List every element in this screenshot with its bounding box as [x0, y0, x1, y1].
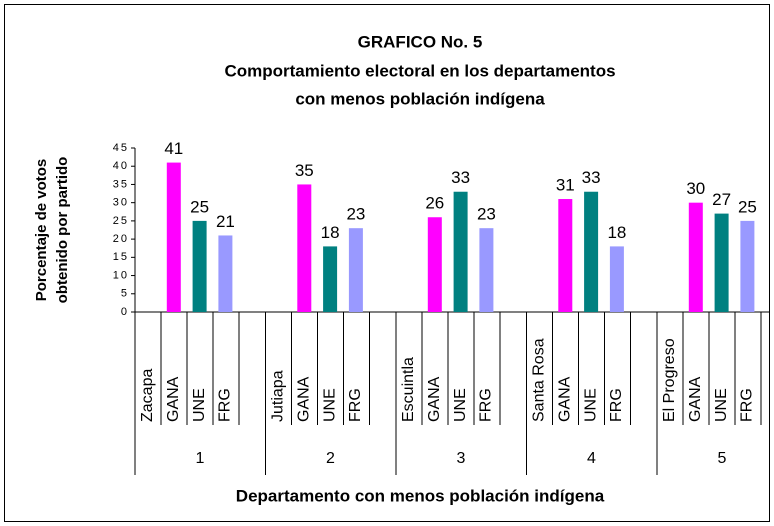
x-tick-label: FRG	[739, 388, 756, 422]
bar	[323, 246, 338, 312]
data-label: 23	[346, 205, 365, 224]
data-label: 33	[451, 168, 470, 187]
bar	[192, 220, 207, 312]
y-tick-label: 40	[113, 160, 129, 172]
group-label: 2	[326, 450, 335, 467]
bar	[714, 213, 729, 312]
chart-subtitle: Comportamiento electoral en los departam…	[224, 61, 615, 80]
bar	[479, 228, 494, 312]
data-label: 18	[321, 223, 340, 242]
y-tick-label: 0	[121, 306, 129, 318]
y-tick-label: 5	[121, 288, 129, 300]
y-axis-title: Porcentaje de votos	[33, 159, 50, 302]
data-label: 31	[556, 176, 575, 195]
bar	[348, 228, 363, 312]
group-label: 4	[587, 450, 596, 467]
x-tick-label: UNE	[321, 388, 338, 422]
x-tick-label: GANA	[296, 376, 313, 422]
y-tick-label: 30	[113, 197, 129, 209]
bar	[218, 235, 233, 312]
x-tick-label: El Progreso	[661, 338, 678, 422]
bar	[740, 220, 755, 312]
data-label: 35	[295, 161, 314, 180]
data-label: 25	[738, 197, 757, 216]
bar	[558, 199, 573, 312]
y-tick-label: 15	[113, 251, 129, 263]
data-label: 41	[164, 139, 183, 158]
x-tick-label: UNE	[582, 388, 599, 422]
x-tick-label: FRG	[217, 388, 234, 422]
x-tick-label: FRG	[478, 388, 495, 422]
bar	[453, 191, 468, 312]
data-label: 27	[712, 190, 731, 209]
data-label: 25	[190, 197, 209, 216]
frame	[4, 4, 770, 522]
y-tick-label: 25	[113, 215, 129, 227]
data-label: 30	[686, 179, 705, 198]
x-tick-label: Zacapa	[139, 369, 156, 422]
bar	[609, 246, 624, 312]
y-tick-label: 35	[113, 178, 129, 190]
bar	[166, 162, 181, 312]
data-label: 21	[216, 212, 235, 231]
x-tick-label: FRG	[608, 388, 625, 422]
y-tick-label: 10	[113, 269, 129, 281]
bar	[427, 217, 442, 312]
group-label: 5	[718, 450, 727, 467]
data-label: 18	[607, 223, 626, 242]
bar	[584, 191, 599, 312]
data-label: 26	[425, 194, 444, 213]
x-tick-label: UNE	[452, 388, 469, 422]
data-label: 33	[582, 168, 601, 187]
x-tick-label: UNE	[713, 388, 730, 422]
x-axis-title: Departamento con menos población indígen…	[236, 486, 605, 505]
y-axis-title: obtenido por partido	[54, 157, 71, 304]
y-tick-label: 20	[113, 233, 129, 245]
x-tick-label: Jutiapa	[270, 370, 287, 422]
x-tick-label: GANA	[165, 376, 182, 422]
x-tick-label: Santa Rosa	[531, 338, 548, 422]
x-tick-label: GANA	[557, 376, 574, 422]
bar	[297, 184, 312, 312]
data-label: 23	[477, 205, 496, 224]
group-label: 3	[457, 450, 466, 467]
x-tick-label: FRG	[347, 388, 364, 422]
x-tick-label: GANA	[426, 376, 443, 422]
chart-subtitle: con menos población indígena	[295, 89, 545, 108]
x-tick-label: Escuintla	[400, 357, 417, 422]
x-tick-label: GANA	[687, 376, 704, 422]
group-label: 1	[196, 450, 205, 467]
x-tick-label: UNE	[191, 388, 208, 422]
chart-title: GRAFICO No. 5	[358, 32, 483, 51]
bar	[688, 202, 703, 312]
y-tick-label: 45	[113, 142, 129, 154]
